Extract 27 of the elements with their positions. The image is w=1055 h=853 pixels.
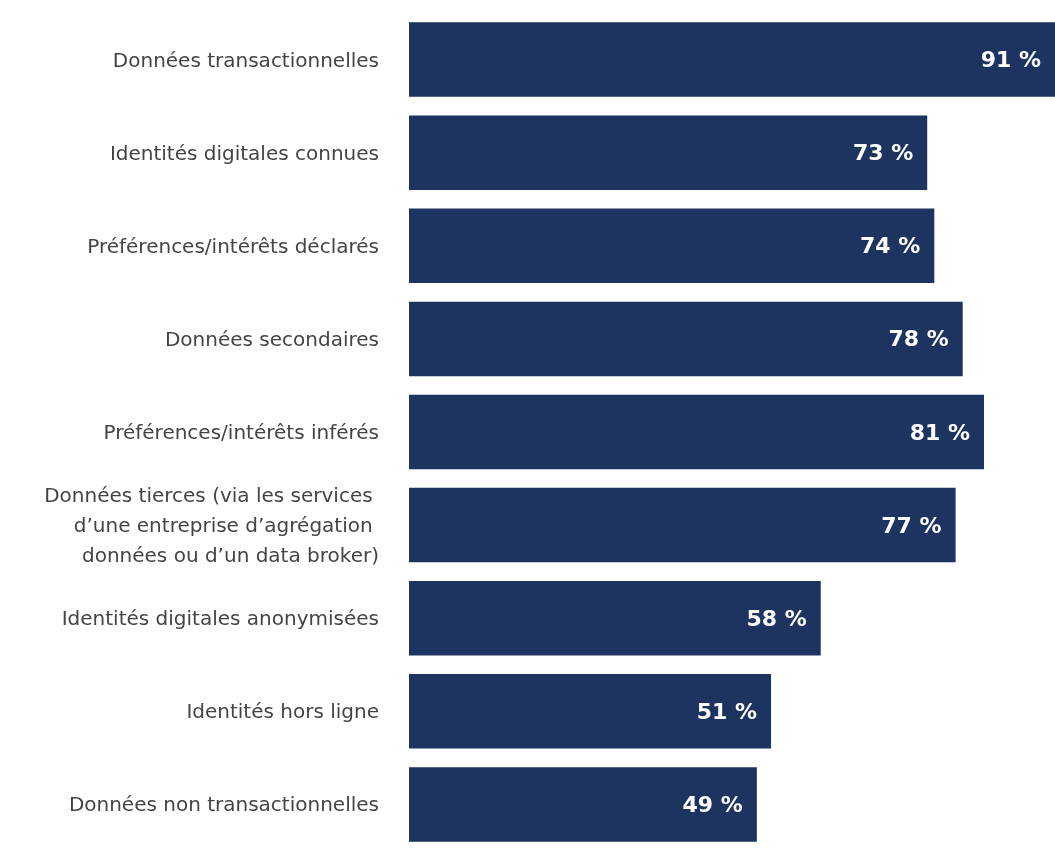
- y-tick-label: Données transactionnelles: [112, 47, 379, 72]
- bar: [409, 394, 985, 470]
- data-label: 51 %: [696, 698, 758, 724]
- y-tick-label: Données secondaires: [164, 326, 379, 351]
- y-tick-label: Données non transactionnelles: [68, 792, 379, 817]
- bar: [409, 487, 956, 563]
- data-label: 78 %: [888, 326, 949, 352]
- data-label: 74 %: [859, 233, 921, 259]
- y-tick-label: Préférences/intérêts inférés: [103, 420, 379, 444]
- y-tick-label: Données tierces (via les services d’une entreprise d’agrégation données ou d’un data broker): [44, 483, 379, 568]
- bar: [409, 301, 963, 377]
- data-label: 58 %: [746, 605, 807, 631]
- bar: [409, 674, 772, 749]
- data-label: 49 %: [682, 791, 743, 817]
- y-tick-label: Identités digitales connues: [109, 140, 379, 165]
- bar: [409, 767, 757, 842]
- y-tick-label: Identités digitales anonymisées: [61, 606, 379, 631]
- data-label: 81 %: [909, 419, 971, 445]
- bar: [409, 208, 935, 284]
- data-label: 77 %: [881, 512, 942, 538]
- y-tick-label: Préférences/intérêts déclarés: [87, 233, 379, 258]
- bar: [409, 22, 1055, 97]
- data-label: 91 %: [980, 47, 1041, 73]
- y-tick-label: Identités hors ligne: [186, 699, 379, 724]
- data-label: 73 %: [852, 140, 914, 166]
- bar: [409, 115, 928, 190]
- bar: [409, 580, 821, 656]
